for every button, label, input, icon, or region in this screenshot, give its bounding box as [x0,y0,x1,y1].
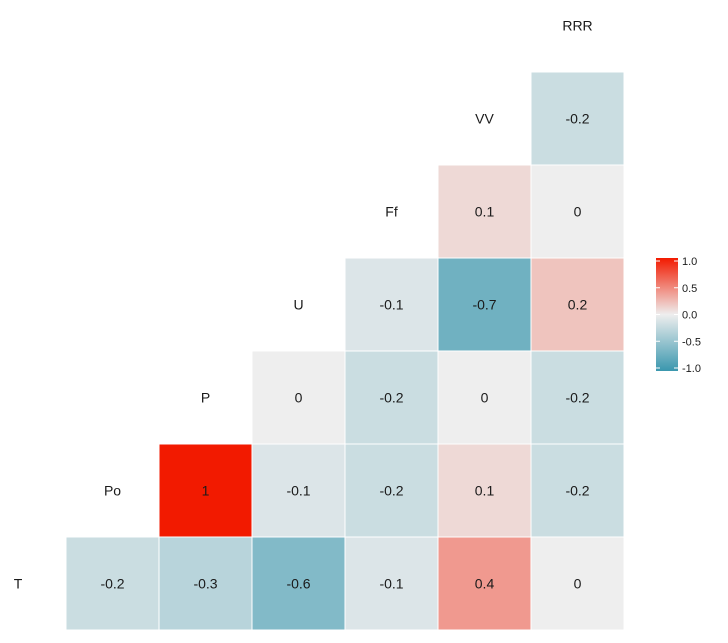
cell-value-RRR-U: 0.2 [568,297,588,313]
cell-value-P-Po: 1 [202,483,210,499]
cell-RRR-P [530,350,625,445]
cell-RRR-VV [530,71,625,166]
cell-value-VV-Ff: 0.1 [475,204,495,220]
cells-layer: -0.2 -0.3 -0.6 -0.1 0.4 0 1 -0.1 -0.2 0.1 -0.2 0 -0.… [65,71,625,631]
variable-label-U: U [293,297,303,313]
cell-VV-Ff [437,164,532,259]
cell-value-Ff-Po: -0.2 [379,483,403,499]
cell-RRR-U [530,257,625,352]
cell-P-T [158,536,253,631]
legend-colorbar [656,258,678,371]
variable-labels: T Po P U Ff VV RRR [14,18,593,592]
cell-value-P-T: -0.3 [193,576,217,592]
variable-label-Ff: Ff [385,204,398,220]
variable-label-T: T [14,576,23,592]
cell-RRR-T [530,536,625,631]
cell-RRR-Po [530,443,625,538]
cell-value-Po-T: -0.2 [100,576,124,592]
variable-label-RRR: RRR [562,18,592,34]
legend-tick-label-2: 0.0 [682,310,697,322]
legend-tick-label-3: -0.5 [682,336,701,348]
color-legend: 1.0 0.5 0.0 -0.5 -1.0 [656,256,701,375]
cell-VV-U [437,257,532,352]
cell-U-Po [251,443,346,538]
cell-value-VV-Po: 0.1 [475,483,495,499]
legend-tick-label-4: -1.0 [682,363,701,375]
cell-VV-Po [437,443,532,538]
cell-Ff-T [344,536,439,631]
cell-Ff-Po [344,443,439,538]
cell-Po-T [65,536,160,631]
cell-U-P [251,350,346,445]
cell-value-U-Po: -0.1 [286,483,310,499]
cell-value-RRR-P: -0.2 [565,390,589,406]
cell-Ff-P [344,350,439,445]
variable-label-P: P [201,390,210,406]
variable-label-VV: VV [475,111,494,127]
variable-label-Po: Po [104,483,121,499]
cell-VV-T [437,536,532,631]
cell-value-RRR-T: 0 [574,576,582,592]
cell-value-U-T: -0.6 [286,576,310,592]
legend-tick-label-0: 1.0 [682,256,697,268]
legend-tick-label-1: 0.5 [682,283,697,295]
cell-value-RRR-Po: -0.2 [565,483,589,499]
cell-value-VV-T: 0.4 [475,576,495,592]
cell-RRR-Ff [530,164,625,259]
cell-value-Ff-U: -0.1 [379,297,403,313]
cell-value-RRR-VV: -0.2 [565,111,589,127]
cell-P-Po [158,443,253,538]
cell-value-Ff-T: -0.1 [379,576,403,592]
cell-value-U-P: 0 [295,390,303,406]
cell-value-RRR-Ff: 0 [574,204,582,220]
cell-value-VV-P: 0 [481,390,489,406]
cell-value-VV-U: -0.7 [472,297,496,313]
cell-Ff-U [344,257,439,352]
cell-value-Ff-P: -0.2 [379,390,403,406]
